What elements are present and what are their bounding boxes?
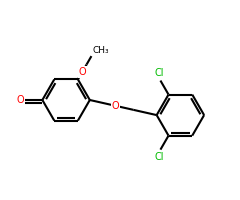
Text: O: O xyxy=(16,95,24,105)
Text: O: O xyxy=(111,101,119,111)
Text: Cl: Cl xyxy=(155,152,164,162)
Text: O: O xyxy=(78,67,86,77)
Text: Cl: Cl xyxy=(155,68,164,78)
Text: CH₃: CH₃ xyxy=(92,46,109,55)
